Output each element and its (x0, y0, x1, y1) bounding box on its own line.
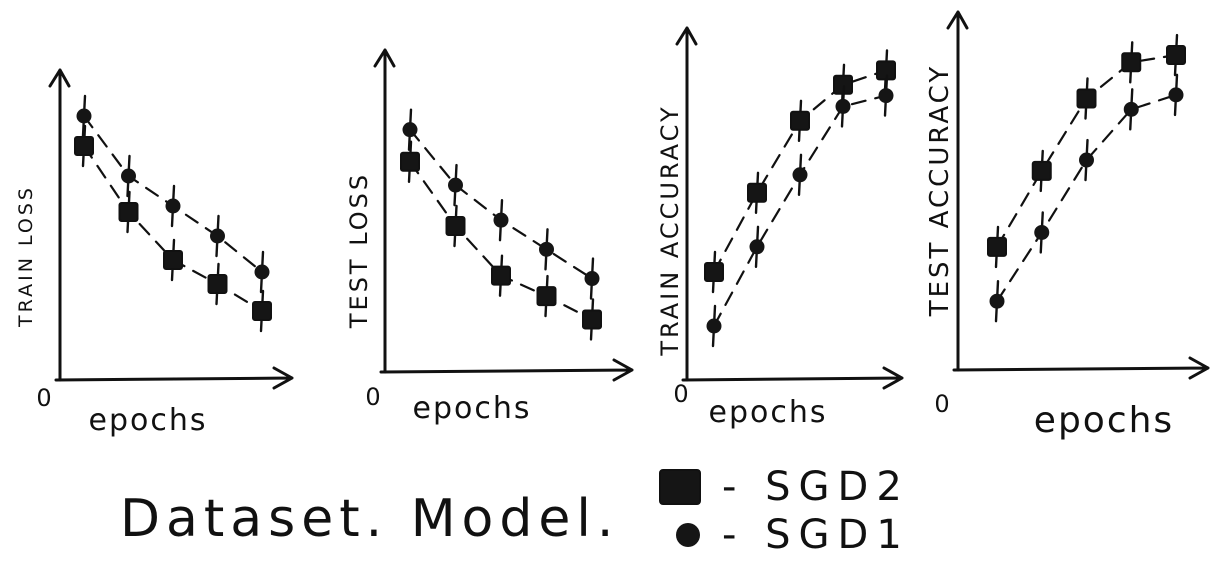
legend-item-square: - SGD2 (659, 464, 910, 510)
data-point-square (207, 274, 228, 294)
data-point-square (1121, 52, 1142, 73)
x-axis (681, 366, 904, 390)
chart-panel-2: TEST LOSS epochs 0 (345, 48, 634, 426)
series-line (995, 93, 1178, 303)
y-axis (675, 26, 698, 382)
origin-label: 0 (365, 383, 380, 411)
data-point-circle (706, 318, 722, 334)
data-point-circle (448, 177, 463, 193)
data-point-circle (1079, 152, 1094, 168)
chart-panel-1: TRAIN LOSS epochs 0 (15, 68, 294, 438)
data-point-circle (1168, 87, 1184, 103)
chart-panel-3: TRAIN ACCURACY epochs 0 (656, 26, 904, 430)
data-point-square (582, 309, 602, 330)
data-point-square (118, 202, 139, 222)
series-line (82, 144, 264, 313)
x-axis-label: epochs (89, 403, 208, 438)
series-sgd1 (706, 74, 894, 348)
data-point-square (1076, 88, 1097, 109)
data-point-square (1166, 45, 1186, 66)
data-point-square (163, 250, 183, 270)
data-point-square (74, 136, 94, 156)
data-point-circle (76, 108, 92, 124)
series-sgd2 (987, 33, 1186, 269)
chart-panel-4: TEST ACCURACY epochs 0 (925, 10, 1210, 441)
data-point-circle (210, 228, 225, 244)
series-sgd1 (402, 108, 600, 300)
series-sgd2 (400, 140, 602, 341)
data-point-circle (493, 212, 509, 228)
data-point-square (987, 236, 1007, 257)
data-point-square (445, 216, 466, 236)
series-sgd1 (989, 73, 1184, 323)
data-point-square (400, 151, 420, 172)
series-sgd1 (76, 94, 270, 294)
data-point-square (1031, 160, 1052, 181)
y-axis-label: TRAIN LOSS (15, 185, 37, 328)
data-point-circle (835, 98, 851, 114)
data-point-circle (539, 241, 554, 257)
x-axis (379, 358, 634, 382)
data-point-circle (121, 168, 136, 184)
data-point-circle (402, 122, 418, 138)
data-point-square (491, 265, 511, 286)
data-point-square (704, 262, 724, 282)
data-point-circle (1034, 224, 1050, 240)
data-point-circle (165, 198, 181, 214)
x-axis (952, 356, 1210, 380)
legend: - SGD2- SGD1 (659, 464, 910, 558)
origin-label: 0 (934, 390, 949, 418)
y-axis (48, 68, 71, 382)
legend-label: - SGD1 (722, 512, 910, 558)
data-point-circle (1123, 101, 1139, 117)
x-axis (54, 366, 294, 390)
data-point-circle (749, 239, 765, 255)
y-axis-label: TEST LOSS (345, 172, 373, 329)
data-point-square (790, 110, 810, 131)
data-point-circle (792, 167, 808, 183)
origin-label: 0 (36, 384, 51, 412)
origin-label: 0 (673, 380, 688, 408)
legend-circle-marker (676, 523, 700, 547)
caption: Dataset. Model. (120, 489, 619, 549)
data-point-circle (989, 293, 1005, 309)
series-sgd2 (74, 124, 272, 333)
legend-item-circle: - SGD1 (676, 512, 910, 558)
x-axis-label: epochs (709, 395, 828, 430)
data-point-circle (878, 88, 894, 104)
legend-square-marker (659, 469, 701, 505)
y-axis-label: TEST ACCURACY (925, 64, 955, 318)
y-axis (373, 48, 396, 374)
x-axis-label: epochs (413, 391, 532, 426)
legend-label: - SGD2 (722, 464, 910, 510)
data-point-square (536, 286, 557, 307)
data-point-circle (254, 264, 270, 280)
data-point-square (747, 182, 767, 203)
y-axis-label: TRAIN ACCURACY (656, 104, 684, 356)
y-axis (946, 10, 969, 372)
x-axis-label: epochs (1034, 400, 1174, 441)
data-point-square (252, 301, 272, 321)
data-point-circle (584, 271, 600, 287)
